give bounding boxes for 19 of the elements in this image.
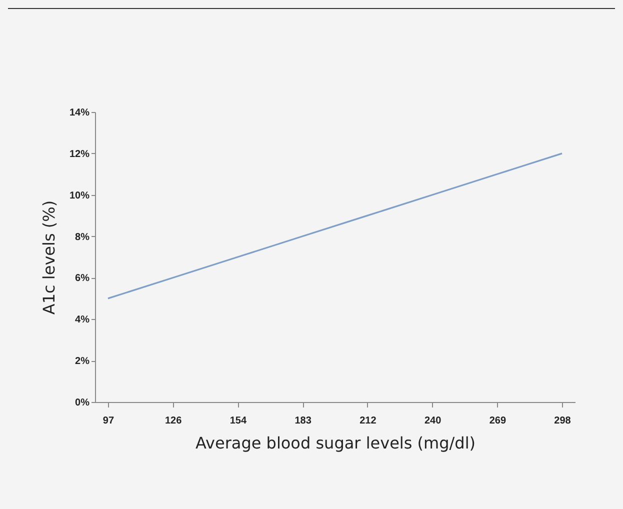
x-tick-label: 97 bbox=[102, 416, 114, 426]
y-tick-label: 10% bbox=[69, 190, 90, 202]
x-tick-label: 183 bbox=[294, 416, 312, 426]
x-tick-label: 240 bbox=[424, 416, 442, 426]
x-tick-label: 126 bbox=[164, 416, 182, 426]
x-tick-label: 154 bbox=[230, 416, 247, 426]
x-tick-label: 269 bbox=[489, 416, 506, 426]
x-axis-title: Average blood sugar levels (mg/dl) bbox=[196, 434, 476, 452]
y-tick-label: 12% bbox=[69, 148, 90, 160]
x-tick-label: 298 bbox=[554, 416, 572, 426]
x-tick-label: 212 bbox=[360, 416, 377, 426]
y-tick-label: 2% bbox=[75, 356, 90, 368]
y-tick-label: 4% bbox=[75, 314, 90, 326]
line-series bbox=[107, 152, 563, 300]
y-axis-title: A1c levels (%) bbox=[39, 200, 58, 315]
y-tick-label: 6% bbox=[75, 273, 90, 284]
y-tick-label: 8% bbox=[75, 232, 90, 243]
y-tick-label: 0% bbox=[75, 398, 90, 408]
y-tick-label: 14% bbox=[69, 108, 90, 118]
